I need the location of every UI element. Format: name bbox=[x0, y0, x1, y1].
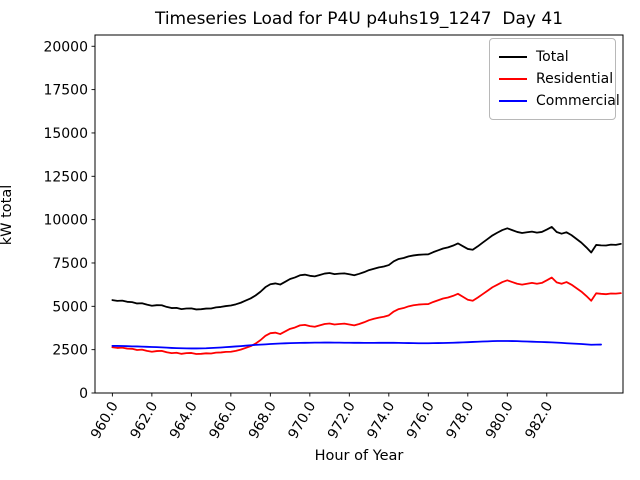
total-line bbox=[111, 226, 622, 311]
x-tick-label: 960.0 bbox=[88, 399, 122, 442]
x-tick-label: 962.0 bbox=[127, 399, 161, 442]
y-tick-label: 10000 bbox=[43, 213, 88, 229]
legend-label: Total bbox=[536, 49, 569, 65]
x-tick-label: 968.0 bbox=[246, 399, 280, 442]
x-tick-label: 966.0 bbox=[206, 399, 240, 442]
legend-label: Residential bbox=[536, 71, 614, 87]
x-tick-label: 964.0 bbox=[167, 399, 201, 442]
x-axis-label: Hour of Year bbox=[314, 448, 404, 464]
y-tick-label: 15000 bbox=[43, 126, 88, 142]
x-tick-label: 982.0 bbox=[522, 399, 556, 442]
total-line-swatch bbox=[499, 56, 527, 58]
legend-item-total: Total bbox=[499, 46, 607, 68]
y-tick-label: 2500 bbox=[52, 343, 88, 359]
y-tick-label: 20000 bbox=[43, 39, 88, 55]
x-tick-label: 972.0 bbox=[325, 399, 359, 442]
y-tick-label: 17500 bbox=[43, 83, 88, 99]
y-tick-label: 12500 bbox=[43, 169, 88, 185]
legend-label: Commercial bbox=[536, 93, 620, 109]
residential-line bbox=[111, 276, 622, 355]
legend: Total Residential Commercial bbox=[489, 38, 620, 120]
legend-item-residential: Residential bbox=[499, 68, 613, 90]
x-tick-label: 980.0 bbox=[483, 399, 517, 442]
y-axis-label: kW total bbox=[0, 184, 15, 246]
y-tick-label: 7500 bbox=[52, 256, 88, 272]
residential-line-swatch bbox=[499, 78, 527, 80]
y-tick-label: 5000 bbox=[52, 299, 88, 315]
y-tick-label: 0 bbox=[79, 386, 88, 402]
legend-item-commercial: Commercial bbox=[499, 90, 620, 112]
chart-title: Timeseries Load for P4U p4uhs19_1247 Day… bbox=[154, 9, 564, 29]
commercial-line bbox=[111, 340, 602, 350]
x-tick-label: 978.0 bbox=[443, 399, 477, 442]
axes-frame bbox=[94, 34, 624, 394]
x-tick-label: 974.0 bbox=[364, 399, 398, 442]
x-tick-label: 970.0 bbox=[285, 399, 319, 442]
commercial-line-swatch bbox=[499, 100, 527, 102]
x-tick-label: 976.0 bbox=[404, 399, 438, 442]
